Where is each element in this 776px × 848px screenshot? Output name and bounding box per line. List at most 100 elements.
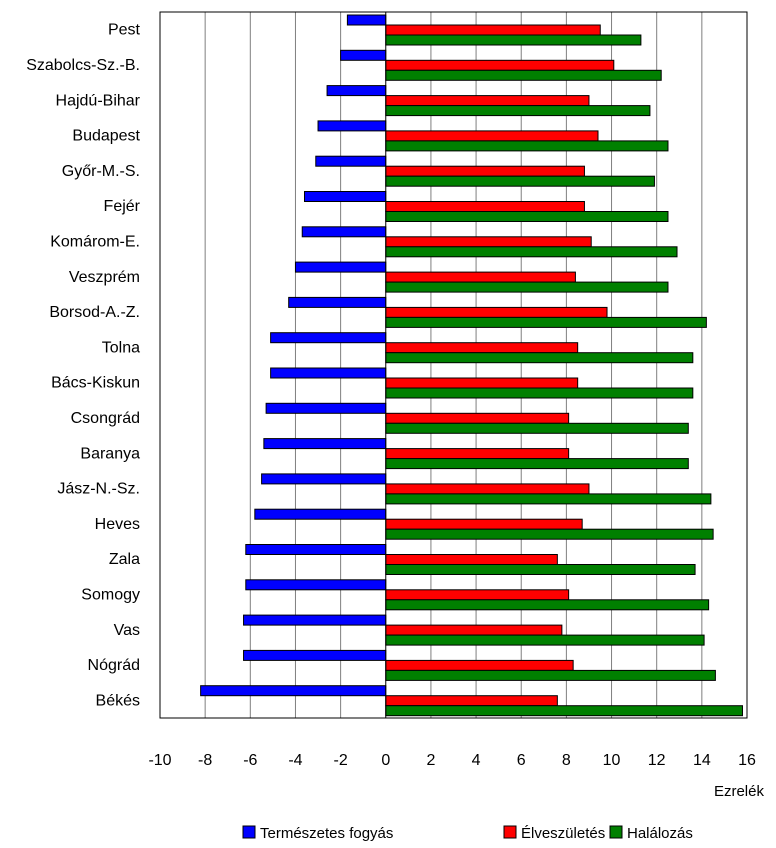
category-label: Pest	[108, 22, 141, 39]
legend-swatch	[609, 825, 623, 839]
bar-termeszetes-fogyas	[200, 685, 387, 697]
bar-termeszetes-fogyas	[243, 614, 387, 626]
bar-halalozas	[385, 246, 678, 258]
legend-swatch	[242, 825, 256, 839]
bar-halalozas	[385, 458, 689, 470]
bar-termeszetes-fogyas	[301, 226, 387, 238]
bar-termeszetes-fogyas	[265, 402, 387, 414]
category-label: Komárom-E.	[50, 233, 140, 250]
bar-halalozas	[385, 493, 712, 505]
category-label: Bács-Kiskun	[51, 375, 140, 392]
x-tick-label: 16	[738, 752, 756, 769]
x-tick-label: -10	[148, 752, 171, 769]
x-tick-label: 14	[693, 752, 711, 769]
category-label: Nógrád	[88, 657, 140, 674]
bar-termeszetes-fogyas	[263, 438, 387, 450]
bar-termeszetes-fogyas	[245, 544, 387, 555]
bar-elveszuletes	[385, 24, 601, 36]
bar-halalozas	[385, 69, 662, 81]
category-label: Veszprém	[69, 269, 140, 286]
x-tick-label: 2	[426, 752, 435, 769]
category-label: Tolna	[102, 339, 140, 356]
category-label: Heves	[95, 516, 140, 533]
bar-elveszuletes	[385, 165, 585, 177]
category-label: Baranya	[80, 445, 140, 462]
x-tick-label: 0	[381, 752, 390, 769]
bars	[200, 14, 743, 717]
legend-label: Halálozás	[627, 825, 693, 842]
bar-termeszetes-fogyas	[270, 367, 387, 379]
x-tick-label: -8	[198, 752, 212, 769]
category-labels: Pest Szabolcs-Sz.-B. Hajdú-Bihar Budapest Gy…	[26, 22, 140, 710]
x-tick-label: 8	[562, 752, 571, 769]
bar-halalozas	[385, 105, 651, 117]
category-label: Vas	[114, 622, 140, 639]
bar-termeszetes-fogyas	[303, 191, 387, 202]
category-label: Budapest	[72, 128, 140, 145]
bar-elveszuletes	[385, 95, 590, 107]
bar-elveszuletes	[385, 624, 563, 636]
bar-halalozas	[385, 352, 694, 364]
bar-halalozas	[385, 669, 716, 681]
x-tick-label: 12	[648, 752, 666, 769]
bar-halalozas	[385, 705, 743, 717]
bar-termeszetes-fogyas	[288, 296, 387, 308]
bar-halalozas	[385, 211, 669, 222]
category-label: Hajdú-Bihar	[56, 92, 141, 109]
bar-elveszuletes	[385, 59, 615, 71]
x-tick-label: 6	[517, 752, 526, 769]
category-label: Borsod-A.-Z.	[49, 304, 140, 321]
bar-elveszuletes	[385, 412, 570, 424]
bar-halalozas	[385, 528, 714, 540]
bar-termeszetes-fogyas	[315, 155, 387, 167]
bar-termeszetes-fogyas	[340, 49, 387, 61]
bar-elveszuletes	[385, 236, 592, 248]
bar-halalozas	[385, 34, 642, 46]
category-label: Jász-N.-Sz.	[57, 481, 140, 498]
bar-halalozas	[385, 175, 655, 187]
bar-halalozas	[385, 564, 696, 575]
bar-elveszuletes	[385, 306, 608, 318]
bar-halalozas	[385, 634, 705, 646]
tick-labels: -10 -8 -6 -4 -2 0 2 4 6 8 10 12 14 16	[148, 752, 756, 769]
bar-halalozas	[385, 422, 689, 434]
category-label: Békés	[96, 692, 140, 709]
category-label: Csongrád	[71, 410, 140, 427]
bar-elveszuletes	[385, 271, 576, 283]
bar-elveszuletes	[385, 342, 579, 354]
legend-swatch	[503, 825, 517, 839]
category-label: Szabolcs-Sz.-B.	[26, 57, 140, 74]
x-tick-label: -6	[243, 752, 257, 769]
bar-halalozas	[385, 599, 710, 611]
bar-halalozas	[385, 281, 669, 293]
bar-halalozas	[385, 316, 707, 328]
bar-elveszuletes	[385, 483, 590, 495]
bar-termeszetes-fogyas	[245, 579, 387, 591]
bar-elveszuletes	[385, 377, 579, 389]
x-tick-label: 4	[472, 752, 481, 769]
x-tick-label: -4	[288, 752, 302, 769]
bar-termeszetes-fogyas	[326, 85, 387, 97]
category-label: Fejér	[104, 198, 141, 215]
bar-termeszetes-fogyas	[270, 332, 387, 344]
bar-termeszetes-fogyas	[317, 120, 387, 132]
bar-termeszetes-fogyas	[294, 261, 387, 273]
legend: Természetes fogyás Élveszületés Halálozás	[242, 825, 693, 842]
bar-halalozas	[385, 387, 694, 399]
bar-elveszuletes	[385, 201, 585, 212]
bar-elveszuletes	[385, 130, 599, 142]
bar-elveszuletes	[385, 518, 583, 530]
bar-termeszetes-fogyas	[254, 508, 387, 520]
legend-label: Természetes fogyás	[260, 825, 393, 842]
category-label: Zala	[109, 551, 140, 568]
plot-border	[159, 11, 748, 719]
bar-elveszuletes	[385, 589, 570, 601]
bar-elveszuletes	[385, 554, 558, 565]
legend-label: Élveszületés	[521, 825, 605, 842]
bar-termeszetes-fogyas	[261, 473, 387, 485]
plot-area	[160, 12, 747, 718]
category-label: Győr-M.-S.	[62, 163, 140, 180]
bar-termeszetes-fogyas	[346, 14, 387, 26]
bar-elveszuletes	[385, 695, 558, 707]
x-tick-label: -2	[333, 752, 347, 769]
